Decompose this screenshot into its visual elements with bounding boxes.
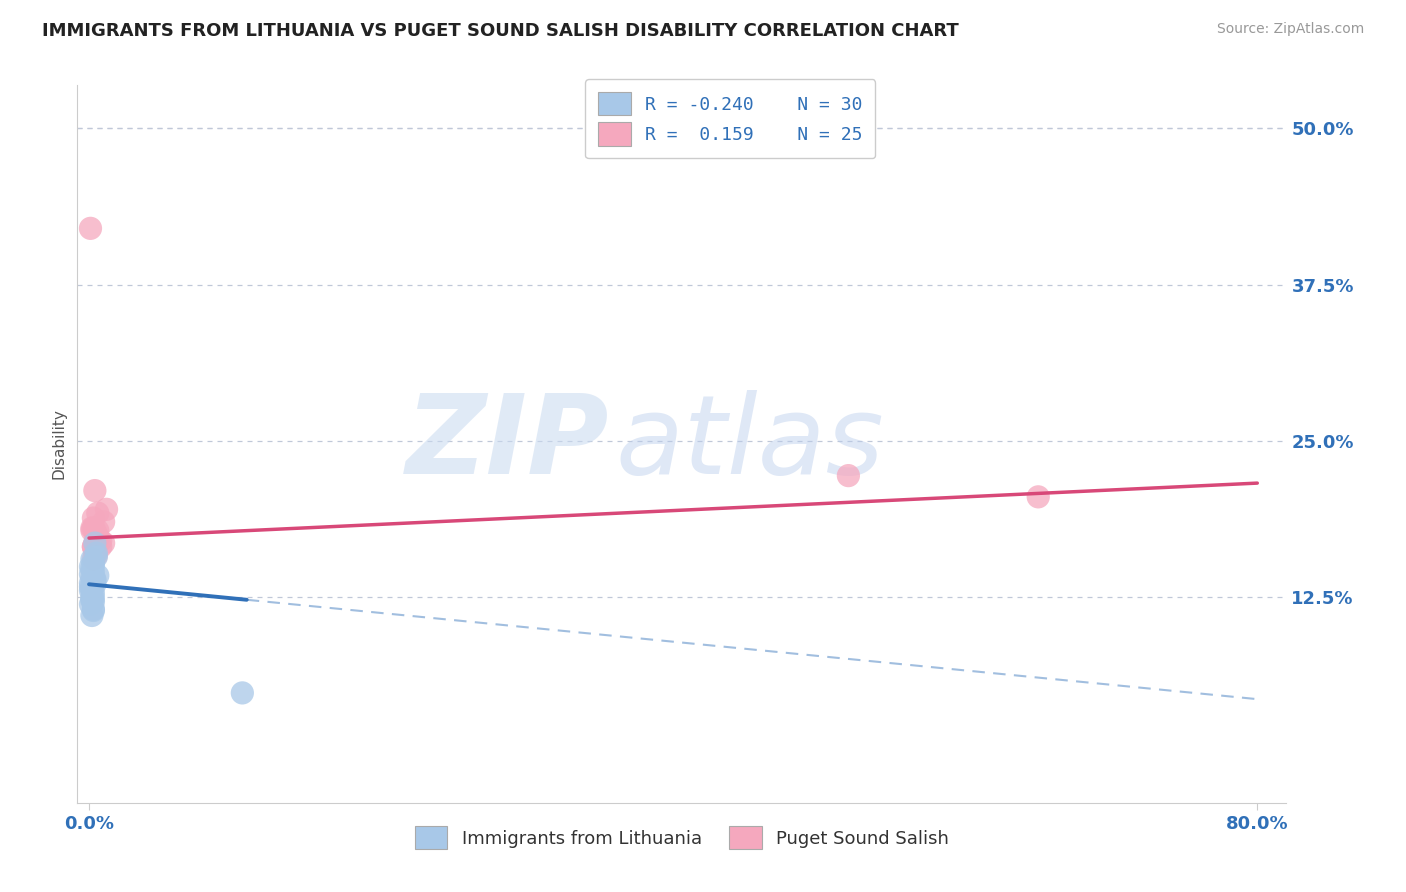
Point xyxy=(82,558,104,573)
Point xyxy=(83,577,105,591)
Point xyxy=(79,567,101,582)
Point xyxy=(837,468,859,483)
Point xyxy=(83,546,105,560)
Point xyxy=(90,540,112,554)
Point xyxy=(231,686,253,700)
Text: Source: ZipAtlas.com: Source: ZipAtlas.com xyxy=(1216,22,1364,37)
Point xyxy=(79,580,101,594)
Point xyxy=(80,552,103,566)
Point xyxy=(82,540,104,554)
Point xyxy=(82,586,104,600)
Point xyxy=(83,536,105,550)
Point xyxy=(80,608,103,623)
Point xyxy=(82,511,104,525)
Point xyxy=(87,531,110,545)
Point xyxy=(83,483,105,498)
Point xyxy=(82,565,104,579)
Point xyxy=(1026,490,1049,504)
Point xyxy=(80,524,103,538)
Point xyxy=(83,524,105,538)
Point xyxy=(87,524,110,538)
Point xyxy=(87,568,110,582)
Point xyxy=(86,531,108,545)
Point xyxy=(93,536,115,550)
Point xyxy=(86,549,108,563)
Text: ZIP: ZIP xyxy=(406,391,609,497)
Point xyxy=(96,502,118,516)
Point xyxy=(82,521,104,535)
Point xyxy=(80,521,103,535)
Point xyxy=(79,221,101,235)
Point xyxy=(90,533,112,548)
Point xyxy=(93,515,115,529)
Point xyxy=(82,556,104,570)
Point xyxy=(79,597,101,611)
Point xyxy=(80,592,103,607)
Point xyxy=(82,603,104,617)
Point xyxy=(79,583,101,598)
Point xyxy=(82,602,104,616)
Point xyxy=(82,591,104,605)
Point xyxy=(83,574,105,588)
Point xyxy=(83,572,105,586)
Point xyxy=(82,595,104,609)
Point xyxy=(86,549,108,564)
Text: IMMIGRANTS FROM LITHUANIA VS PUGET SOUND SALISH DISABILITY CORRELATION CHART: IMMIGRANTS FROM LITHUANIA VS PUGET SOUND… xyxy=(42,22,959,40)
Point xyxy=(86,546,108,560)
Point xyxy=(80,593,103,607)
Point xyxy=(80,561,103,575)
Point xyxy=(82,540,104,554)
Point xyxy=(86,527,108,541)
Point xyxy=(80,571,103,585)
Legend: Immigrants from Lithuania, Puget Sound Salish: Immigrants from Lithuania, Puget Sound S… xyxy=(406,817,957,858)
Y-axis label: Disability: Disability xyxy=(51,409,66,479)
Point xyxy=(83,536,105,550)
Point xyxy=(79,576,101,591)
Point xyxy=(82,552,104,566)
Point xyxy=(87,506,110,520)
Point xyxy=(80,590,103,604)
Text: atlas: atlas xyxy=(616,391,884,497)
Point xyxy=(80,583,103,598)
Point xyxy=(79,559,101,574)
